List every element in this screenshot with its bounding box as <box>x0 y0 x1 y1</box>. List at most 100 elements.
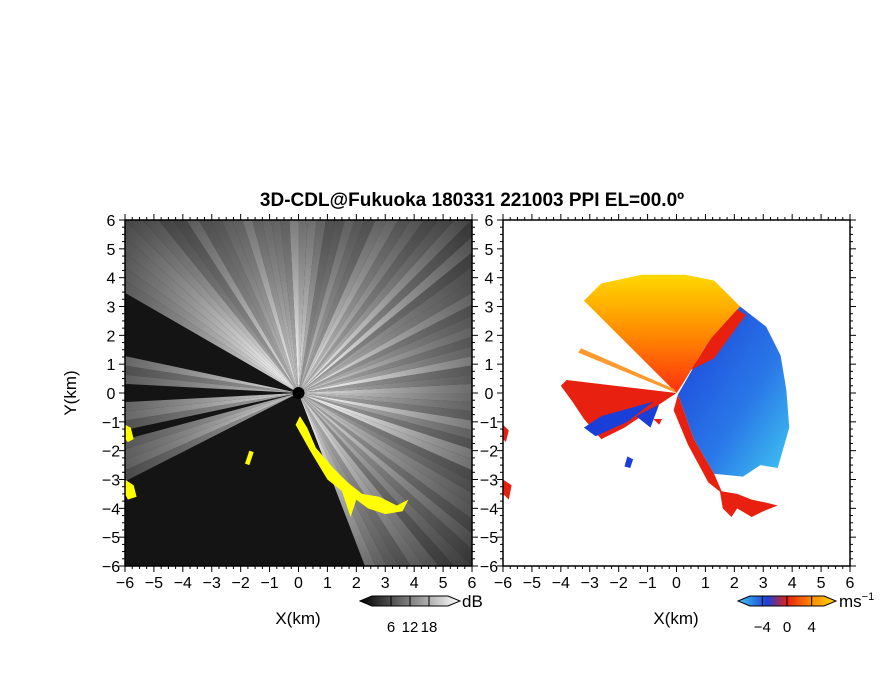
reflectivity-ytick-label: −3 <box>102 473 120 490</box>
velocity-xtick-label: 4 <box>788 575 797 592</box>
velocity-nearzero-fringe <box>690 309 746 370</box>
reflectivity-ytick-label: 3 <box>107 300 116 317</box>
reflectivity-sector <box>298 393 472 482</box>
chart-title: 3D-CDL@Fukuoka 180331 221003 PPI EL=00.0… <box>260 190 684 211</box>
velocity-xtick-label: −6 <box>494 575 512 592</box>
reflectivity-ylabel: Y(km) <box>61 370 80 415</box>
radar-site-mask <box>292 387 305 399</box>
reflectivity-sector <box>125 365 299 393</box>
reflectivity-sector <box>298 393 399 566</box>
reflectivity-ytick-label: −4 <box>102 501 120 518</box>
velocity-ytick-label: 5 <box>485 242 494 259</box>
reflectivity-sector <box>298 393 472 494</box>
velocity-panel: −6 −5 −4 −3 −2 −1 0 1 2 3 4 5 6 6 5 4 3 2 1 0 −1 −2 −3 −4 −5 −6 X… <box>480 213 856 628</box>
velocity-colorbar-unit: ms−1 <box>839 591 874 611</box>
reflectivity-sector <box>298 393 472 450</box>
velocity-ytick-label: −2 <box>480 444 498 461</box>
velocity-xtick-label: −3 <box>581 575 599 592</box>
reflectivity-sector <box>125 374 299 393</box>
velocity-xtick-label: 1 <box>701 575 710 592</box>
velocity-xtick-label: −1 <box>638 575 656 592</box>
velocity-ytick-label: 6 <box>485 213 494 230</box>
reflectivity-sector <box>298 292 472 393</box>
reflectivity-sector <box>298 393 472 506</box>
reflectivity-sector <box>298 393 472 566</box>
velocity-xtick-label: −5 <box>523 575 541 592</box>
velocity-axes: −6 −5 −4 −3 −2 −1 0 1 2 3 4 5 6 6 5 4 3 2 1 0 −1 −2 −3 −4 −5 −6 <box>480 213 856 592</box>
reflectivity-xtick-label: −6 <box>116 575 134 592</box>
velocity-colorbar-unit-exp: −1 <box>862 591 875 603</box>
reflectivity-colorbar-ticks: 6 12 18 <box>387 596 437 636</box>
reflectivity-sector <box>280 220 299 393</box>
velocity-ytick-label: 0 <box>485 386 494 403</box>
reflectivity-sector <box>298 393 411 566</box>
velocity-ytick-label: −1 <box>480 415 498 432</box>
reflectivity-ytick-label: 2 <box>107 328 116 345</box>
reflectivity-sector <box>298 383 472 393</box>
reflectivity-xtick-label: −2 <box>232 575 250 592</box>
reflectivity-sector <box>298 220 326 393</box>
velocity-ytick-label: 4 <box>485 271 494 288</box>
velocity-xtick-label: 2 <box>730 575 739 592</box>
reflectivity-sector <box>298 393 472 421</box>
reflectivity-sector <box>252 220 299 393</box>
velocity-colorbar-unit-base: ms <box>839 592 862 611</box>
velocity-west-streak <box>578 348 677 393</box>
reflectivity-ytick-label: 6 <box>107 213 116 230</box>
reflectivity-colorbar-unit: dB <box>462 592 483 611</box>
reflectivity-sector <box>289 220 299 393</box>
reflectivity-xtick-label: 1 <box>323 575 332 592</box>
reflectivity-panel: −6 −5 −4 −3 −2 −1 0 1 2 3 4 5 6 6 5 4 3 2 1 0 −1 −2 −3 −4 −5 −6 X… <box>61 213 478 628</box>
velocity-nearzero-fringe <box>719 491 778 517</box>
reflectivity-sector <box>125 266 299 393</box>
reflectivity-xtick-label: −4 <box>174 575 192 592</box>
reflectivity-xtick-label: 0 <box>294 575 303 592</box>
velocity-xtick-label: 3 <box>759 575 768 592</box>
reflectivity-sector <box>125 393 299 412</box>
reflectivity-flag-patch <box>125 424 134 443</box>
reflectivity-sector <box>125 393 299 482</box>
velocity-colorbar-tick-label: 4 <box>807 619 815 636</box>
velocity-field <box>503 274 790 517</box>
reflectivity-xtick-label: −1 <box>260 575 278 592</box>
reflectivity-xlabel: X(km) <box>275 609 320 628</box>
reflectivity-sector <box>298 220 411 393</box>
reflectivity-sector <box>158 220 299 393</box>
reflectivity-xtick-label: 2 <box>352 575 361 592</box>
velocity-xtick-label: −2 <box>610 575 628 592</box>
reflectivity-sector <box>298 365 472 393</box>
velocity-isolated-patch <box>624 456 634 468</box>
velocity-edge-patch <box>503 424 509 443</box>
reflectivity-xtick-label: 5 <box>439 575 448 592</box>
velocity-ytick-label: 1 <box>485 357 494 374</box>
velocity-ytick-label: −5 <box>480 530 498 547</box>
velocity-nearzero-fringe <box>673 394 723 494</box>
reflectivity-sector <box>298 393 472 520</box>
reflectivity-colorbar-tick-label: 12 <box>402 619 419 636</box>
reflectivity-flag-patch <box>295 416 409 517</box>
reflectivity-ytick-label: 0 <box>107 386 116 403</box>
reflectivity-sector <box>298 220 472 393</box>
reflectivity-xtick-label: 3 <box>381 575 390 592</box>
reflectivity-sector <box>298 336 472 393</box>
velocity-ytick-label: −6 <box>480 559 498 576</box>
reflectivity-ytick-label: −5 <box>102 530 120 547</box>
velocity-positive-region <box>583 274 741 393</box>
reflectivity-xtick-label: −5 <box>145 575 163 592</box>
reflectivity-sector <box>298 393 472 403</box>
reflectivity-flagged-echo <box>125 416 409 517</box>
velocity-west-speckle <box>583 401 654 437</box>
reflectivity-ytick-label: 5 <box>107 242 116 259</box>
reflectivity-ytick-label: −2 <box>102 444 120 461</box>
reflectivity-sector <box>186 220 299 393</box>
reflectivity-flag-patch <box>245 450 254 466</box>
velocity-isolated-patch <box>653 418 663 425</box>
reflectivity-ytick-label: −6 <box>102 559 120 576</box>
reflectivity-sector <box>298 220 355 393</box>
reflectivity-xtick-label: 6 <box>468 575 477 592</box>
reflectivity-sector <box>298 393 472 412</box>
reflectivity-ytick-label: −1 <box>102 415 120 432</box>
reflectivity-colorbar-tick-label: 6 <box>387 619 395 636</box>
velocity-xtick-label: 5 <box>817 575 826 592</box>
